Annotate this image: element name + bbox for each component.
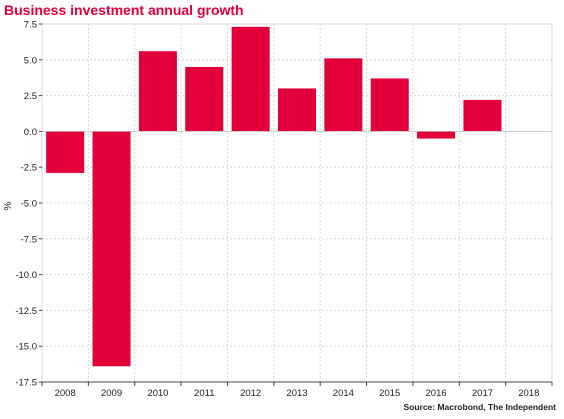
y-axis-label: %: [3, 201, 14, 210]
x-tick-label: 2014: [333, 388, 354, 399]
x-tick-label: 2008: [55, 388, 76, 399]
y-tick-label: -7.5: [21, 234, 37, 245]
x-tick-label: 2010: [147, 388, 168, 399]
x-tick-label: 2011: [194, 388, 214, 399]
x-tick-label: 2016: [426, 388, 447, 399]
y-tick-label: -5.0: [21, 199, 37, 210]
chart-source: Source: Macrobond, The Independent: [403, 402, 556, 412]
bar-2012: [231, 26, 270, 132]
y-tick-label: 7.5: [24, 20, 37, 31]
y-tick-label: -2.5: [21, 163, 37, 174]
bar-2016: [417, 131, 456, 139]
y-tick-label: -15.0: [15, 342, 37, 353]
axes: [39, 23, 553, 386]
x-tick-label: 2015: [379, 388, 400, 399]
bar-2008: [46, 131, 85, 173]
bar-2017: [463, 99, 502, 132]
bar-2013: [277, 88, 317, 132]
y-tick-labels: 7.5 5.0 2.5 0.0 -2.5 -5.0 -7.5 -10.0 -12.5 -15.0 -…: [15, 20, 37, 389]
x-tick-label: 2009: [101, 388, 122, 399]
bars: [46, 26, 502, 367]
chart-title: Business investment annual growth: [4, 2, 244, 18]
bar-2015: [370, 78, 409, 132]
x-tick-label: 2018: [518, 388, 539, 399]
x-tick-label: 2017: [472, 388, 493, 399]
y-tick-label: -10.0: [15, 270, 37, 281]
bar-2009: [92, 131, 131, 367]
bar-2011: [185, 66, 224, 132]
x-tick-labels: 2008 2009 2010 2011 2012 2013 2014 2015 2016 2017…: [55, 388, 540, 399]
bar-2010: [138, 51, 177, 132]
x-tick-label: 2012: [240, 388, 261, 399]
bar-2014: [324, 58, 363, 132]
y-tick-label: 2.5: [24, 91, 37, 102]
y-tick-label: -17.5: [15, 378, 37, 389]
y-tick-label: 0.0: [24, 127, 37, 138]
y-tick-label: 5.0: [24, 55, 37, 66]
x-tick-label: 2013: [286, 388, 307, 399]
y-tick-label: -12.5: [15, 306, 37, 317]
